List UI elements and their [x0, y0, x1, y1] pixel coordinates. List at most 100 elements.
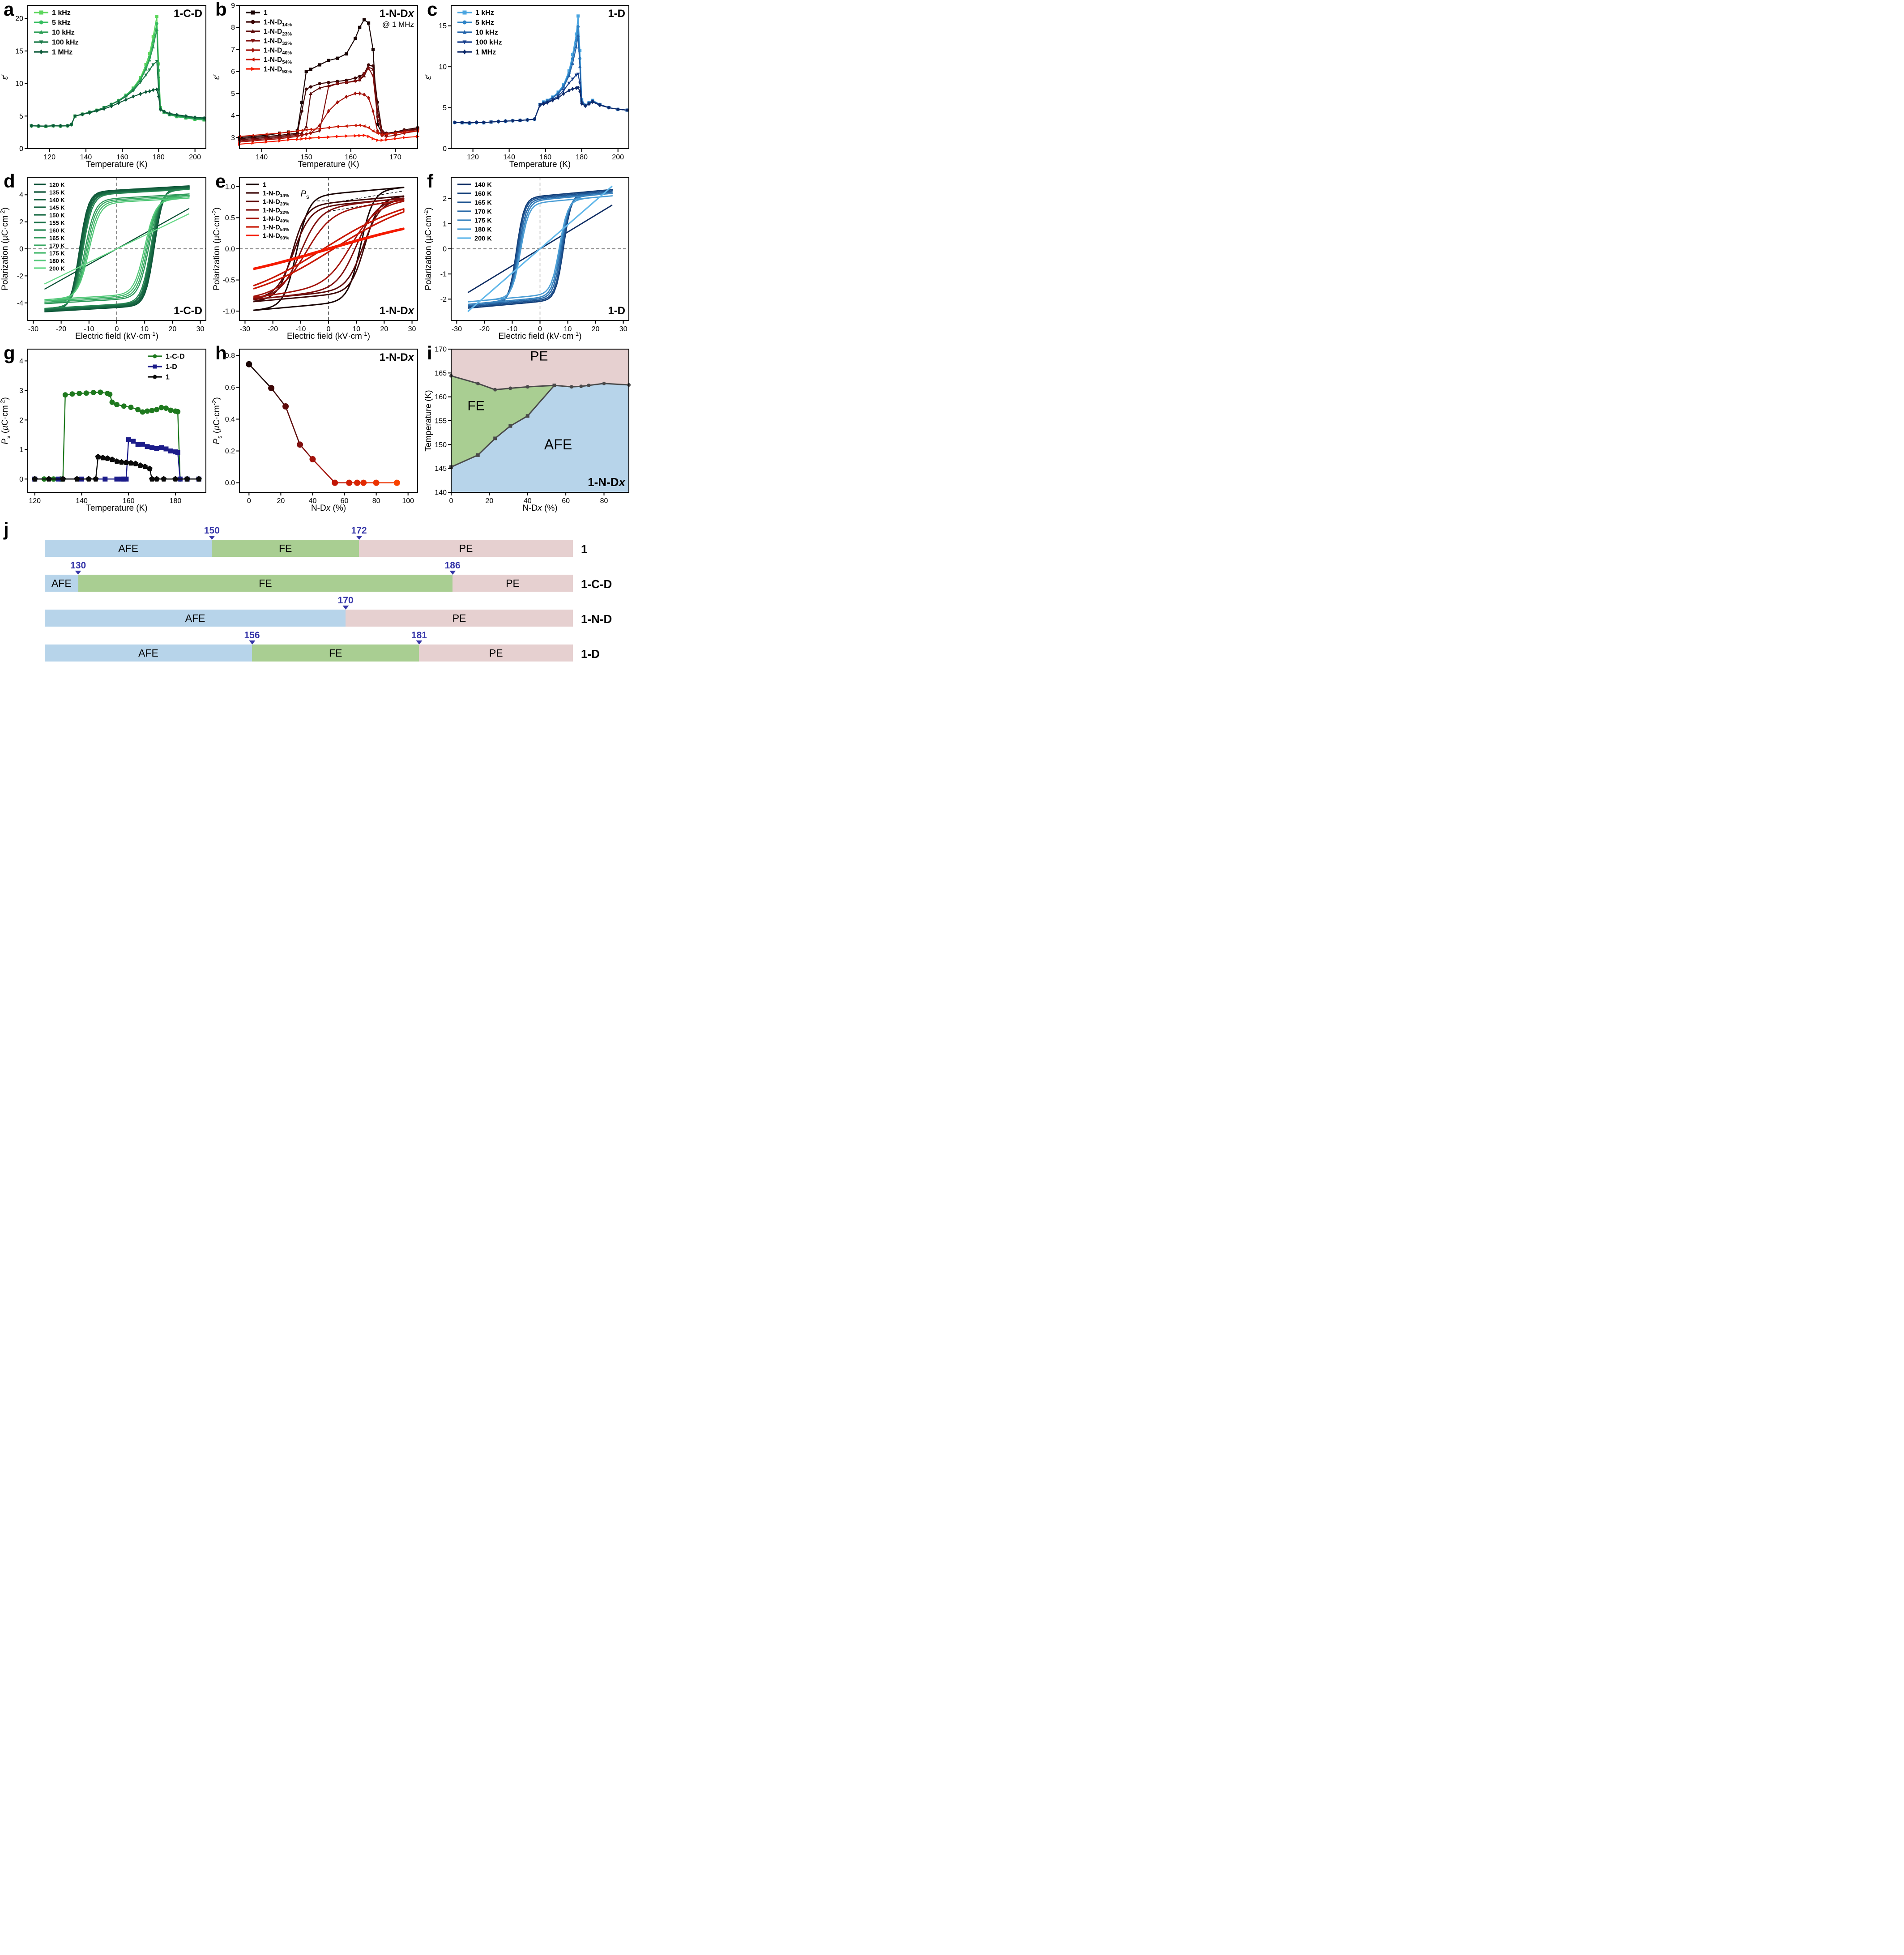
svg-text:150 K: 150 K: [49, 212, 65, 219]
panel-j-phase-bars: j AFE FE PE 150 172 1 AFE FE PE 130 186 1-C-D AFE PE 1…: [0, 516, 635, 665]
svg-text:1-N-Dx: 1-N-Dx: [588, 475, 626, 489]
svg-text:1-N-D32%: 1-N-D32%: [263, 207, 289, 216]
legend-item: 1 kHz: [34, 9, 71, 17]
panel-g-letter: g: [4, 342, 15, 363]
transition-temperature: 156: [244, 630, 260, 640]
svg-text:180: 180: [170, 497, 182, 505]
panel-c: c 120 140 160 180 200 0 5 10 15 Temperature (K) ε′…: [423, 0, 635, 172]
legend-item: 165 K: [457, 200, 492, 207]
svg-text:15: 15: [439, 22, 447, 30]
svg-text:120: 120: [43, 154, 55, 161]
svg-text:10: 10: [564, 325, 572, 333]
phase-bar-rows: AFE FE PE 150 172 1 AFE FE PE 130 186 1-C-D AFE PE 170…: [0, 523, 635, 662]
svg-text:140 K: 140 K: [49, 197, 65, 204]
svg-text:0: 0: [247, 497, 251, 505]
svg-text:160: 160: [123, 497, 135, 505]
legend-item: 100 kHz: [34, 39, 79, 47]
svg-text:Temperature (K): Temperature (K): [509, 160, 571, 169]
svg-text:20: 20: [380, 325, 388, 333]
plot-i: PE FE AFE 0 20 40 60 80 140 145 150 155 160 165 170 N-D…: [424, 346, 631, 513]
svg-text:10: 10: [352, 325, 360, 333]
series-segment: [299, 444, 313, 460]
legend-item: 1-N-D93%: [246, 233, 289, 241]
series-path: [239, 66, 418, 141]
series-path: [44, 213, 190, 285]
panel-b: b 140 150 160 170 3 4 5 6 7 8 9 Temperature (K) ε′ 1-…: [212, 0, 423, 172]
legend-item: 1-N-D40%: [246, 47, 292, 56]
legend-item: 1-N-D23%: [246, 28, 292, 37]
legend-item: 200 K: [34, 265, 65, 272]
svg-text:60: 60: [341, 497, 349, 505]
svg-text:120: 120: [467, 154, 479, 161]
panel-d-letter: d: [4, 171, 15, 192]
series-path: [44, 197, 190, 300]
svg-text:-30: -30: [240, 325, 250, 333]
svg-text:1 MHz: 1 MHz: [475, 49, 496, 56]
svg-text:1-N-D14%: 1-N-D14%: [263, 190, 289, 199]
svg-text:-2: -2: [17, 273, 23, 280]
svg-text:1-C-D: 1-C-D: [174, 8, 202, 20]
legend-item: 10 kHz: [34, 29, 75, 37]
svg-text:180: 180: [153, 154, 165, 161]
phase-segment-fe: FE: [212, 540, 359, 557]
series-segment: [285, 406, 301, 445]
svg-text:20: 20: [168, 325, 176, 333]
series-path: [467, 185, 613, 312]
legend-item: 180 K: [34, 258, 65, 265]
legend-item: 1: [246, 9, 268, 17]
down-arrow-icon: [449, 571, 456, 575]
svg-text:3: 3: [19, 387, 23, 395]
svg-text:30: 30: [619, 325, 628, 333]
svg-text:180: 180: [576, 154, 588, 161]
series-path: [44, 187, 190, 311]
svg-text:-1.0: -1.0: [222, 308, 235, 316]
svg-text:200 K: 200 K: [474, 235, 492, 243]
svg-text:Electric field (kV·cm-1): Electric field (kV·cm-1): [287, 330, 370, 341]
panel-h-chart: 0 20 40 60 80 100 0.0 0.2 0.4 0.6 0.8 N-Dx (%) Ps (µ…: [212, 349, 418, 513]
svg-text:5: 5: [443, 104, 447, 112]
phase-bar-label: 1: [581, 542, 588, 556]
phase-bar: AFE FE PE 150 172: [45, 526, 573, 557]
phase-bar-label: 1-N-D: [581, 612, 612, 626]
svg-text:100 kHz: 100 kHz: [475, 39, 502, 47]
annotation-dash: [328, 190, 404, 204]
svg-text:10: 10: [141, 325, 149, 333]
down-arrow-icon: [249, 640, 256, 645]
svg-text:5: 5: [231, 90, 235, 98]
svg-text:2: 2: [19, 218, 23, 226]
transition-marker: 181: [411, 631, 427, 645]
panel-d: d -30 -20 -10 0 10 20 30 -4 -2 0 2 4 Electric field …: [0, 172, 212, 344]
panel-f-letter: f: [427, 171, 433, 192]
svg-text:1-N-D14%: 1-N-D14%: [264, 19, 292, 28]
svg-text:@ 1 MHz: @ 1 MHz: [382, 20, 414, 29]
legend-item: 10 kHz: [457, 29, 498, 37]
transition-marker: 156: [244, 631, 260, 645]
svg-text:170 K: 170 K: [474, 209, 492, 216]
transition-temperature: 181: [411, 630, 427, 640]
svg-text:1: 1: [264, 9, 268, 17]
series-segment: [271, 388, 286, 407]
svg-text:-1: -1: [440, 271, 447, 278]
svg-text:20: 20: [485, 497, 493, 505]
svg-text:1: 1: [443, 220, 447, 228]
phase-bar-row: AFE FE PE 150 172 1: [0, 523, 635, 558]
svg-text:120 K: 120 K: [49, 182, 65, 188]
svg-text:4: 4: [19, 192, 23, 199]
svg-text:100: 100: [402, 497, 414, 505]
axes-frame: [239, 349, 418, 493]
svg-text:155 K: 155 K: [49, 220, 65, 226]
series-path: [31, 89, 205, 127]
svg-text:20: 20: [15, 15, 23, 23]
svg-text:1-D: 1-D: [608, 8, 625, 20]
svg-text:20: 20: [277, 497, 285, 505]
svg-text:160 K: 160 K: [474, 191, 492, 198]
svg-text:180 K: 180 K: [49, 258, 65, 265]
legend-item: 180 K: [457, 226, 492, 234]
phase-segment-pe: PE: [453, 575, 573, 592]
svg-text:1-N-D40%: 1-N-D40%: [264, 47, 292, 56]
svg-text:2: 2: [443, 195, 447, 203]
phase-segment-pe: PE: [359, 540, 573, 557]
svg-text:-10: -10: [295, 325, 306, 333]
svg-text:10: 10: [439, 64, 447, 71]
svg-text:1: 1: [263, 182, 266, 189]
